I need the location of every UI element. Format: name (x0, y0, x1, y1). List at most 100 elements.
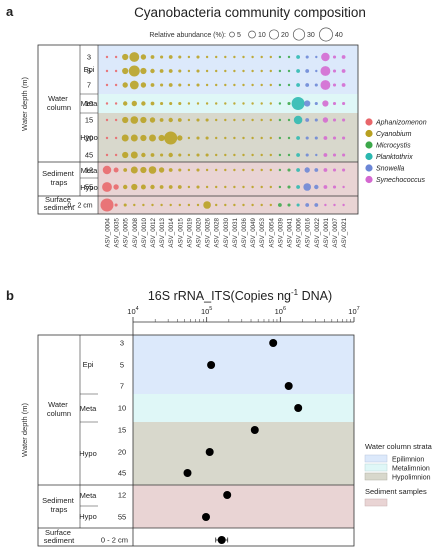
asv-tick-label: ASV_0035 (114, 217, 121, 247)
bubble (251, 55, 254, 59)
bubble (224, 102, 227, 105)
bubble (251, 168, 254, 172)
bubble (160, 153, 164, 157)
x-tick-base: 10 (348, 307, 356, 316)
bubble (224, 203, 227, 207)
b-band-hypolimnion (133, 422, 354, 485)
bubble (278, 136, 282, 140)
bubble (187, 153, 191, 157)
bubble (133, 203, 136, 207)
bubble (322, 117, 329, 123)
bubble (178, 55, 182, 59)
size-legend-circle-30 (292, 28, 306, 41)
group-label-line: column (47, 103, 71, 112)
bubble (296, 83, 301, 87)
bubble (205, 136, 209, 140)
bubble (150, 55, 155, 59)
bubble (169, 203, 172, 207)
bubble (251, 83, 254, 87)
bubble (205, 69, 209, 73)
bubble (287, 136, 291, 140)
group-label-line: traps (51, 178, 68, 187)
bubble (269, 203, 272, 207)
asv-tick-label: ASV_0016 (305, 217, 312, 247)
group-label-line: Surface (45, 528, 71, 537)
size-legend-label-40: 40 (335, 32, 343, 39)
bubble (131, 183, 138, 191)
bubble (342, 203, 345, 207)
bubble (196, 118, 200, 122)
stratum-label-trap-hypo: Hypo (80, 183, 98, 192)
bubble (205, 118, 209, 122)
genus-legend-swatch (365, 129, 373, 138)
bubble (142, 203, 145, 207)
bubble (224, 185, 227, 189)
bubble (296, 203, 300, 207)
bubble (341, 83, 346, 87)
bubble (260, 118, 263, 122)
bubble (114, 203, 118, 207)
bubble (140, 67, 147, 75)
group-label-line: traps (51, 505, 68, 514)
asv-tick-label: ASV_0006 (296, 217, 303, 247)
sediment-legend-title: Sediment samples (365, 487, 427, 496)
bubble (332, 83, 337, 87)
bubble (342, 118, 346, 122)
asv-tick-label: ASV_0030 (223, 217, 230, 247)
bubble (187, 168, 191, 172)
depth-label: 3 (120, 339, 124, 348)
bubble (332, 55, 337, 59)
b-group-label-water-column: Water column (47, 400, 71, 418)
bubble (168, 83, 173, 87)
bubble (215, 118, 218, 122)
bubble (215, 153, 218, 157)
bubble (296, 185, 301, 189)
bubble (287, 118, 291, 122)
bubble (269, 118, 272, 122)
bubble (196, 69, 200, 73)
asv-tick-label: ASV_0014 (168, 217, 175, 247)
bubble (305, 203, 310, 207)
bubble (315, 55, 318, 59)
bubble (260, 203, 263, 207)
bubble (287, 153, 291, 157)
bubble (178, 168, 182, 172)
bubble (114, 83, 118, 87)
data-point (183, 469, 192, 477)
bubble (242, 185, 245, 189)
bubble (105, 83, 109, 87)
group-label-water-column: Water column (47, 94, 71, 112)
bubble (305, 136, 309, 140)
bubble (159, 185, 164, 189)
depth-label: 7 (120, 382, 124, 391)
bubble (260, 55, 263, 59)
bubble (233, 55, 236, 59)
bubble (187, 118, 191, 122)
bubble (215, 136, 218, 140)
bubble (332, 168, 337, 172)
bubble (251, 136, 254, 140)
panel-b-label: b (6, 288, 14, 303)
bubble (123, 101, 128, 106)
bubble (342, 101, 346, 106)
bubble (168, 185, 173, 189)
bubble (215, 168, 218, 172)
bubble (233, 168, 236, 172)
bubble (242, 203, 245, 207)
bubble (224, 136, 227, 140)
bubble (196, 83, 200, 87)
bubble (196, 153, 200, 157)
bubble (122, 151, 129, 159)
bubble (114, 102, 118, 105)
x-tick-exp: 6 (283, 306, 286, 312)
group-label-sediment-traps: Sediment traps (42, 169, 76, 187)
bubble (314, 136, 318, 140)
bubble (187, 69, 191, 73)
depth-label: 0 - 2 cm (67, 203, 92, 210)
group-label-surface-sediment: Surface sediment (44, 195, 75, 212)
bubble (113, 184, 119, 190)
bubble (314, 203, 319, 207)
size-legend-label-5: 5 (237, 32, 241, 39)
size-legend-label-10: 10 (258, 32, 266, 39)
genus-legend-swatch (365, 118, 373, 126)
